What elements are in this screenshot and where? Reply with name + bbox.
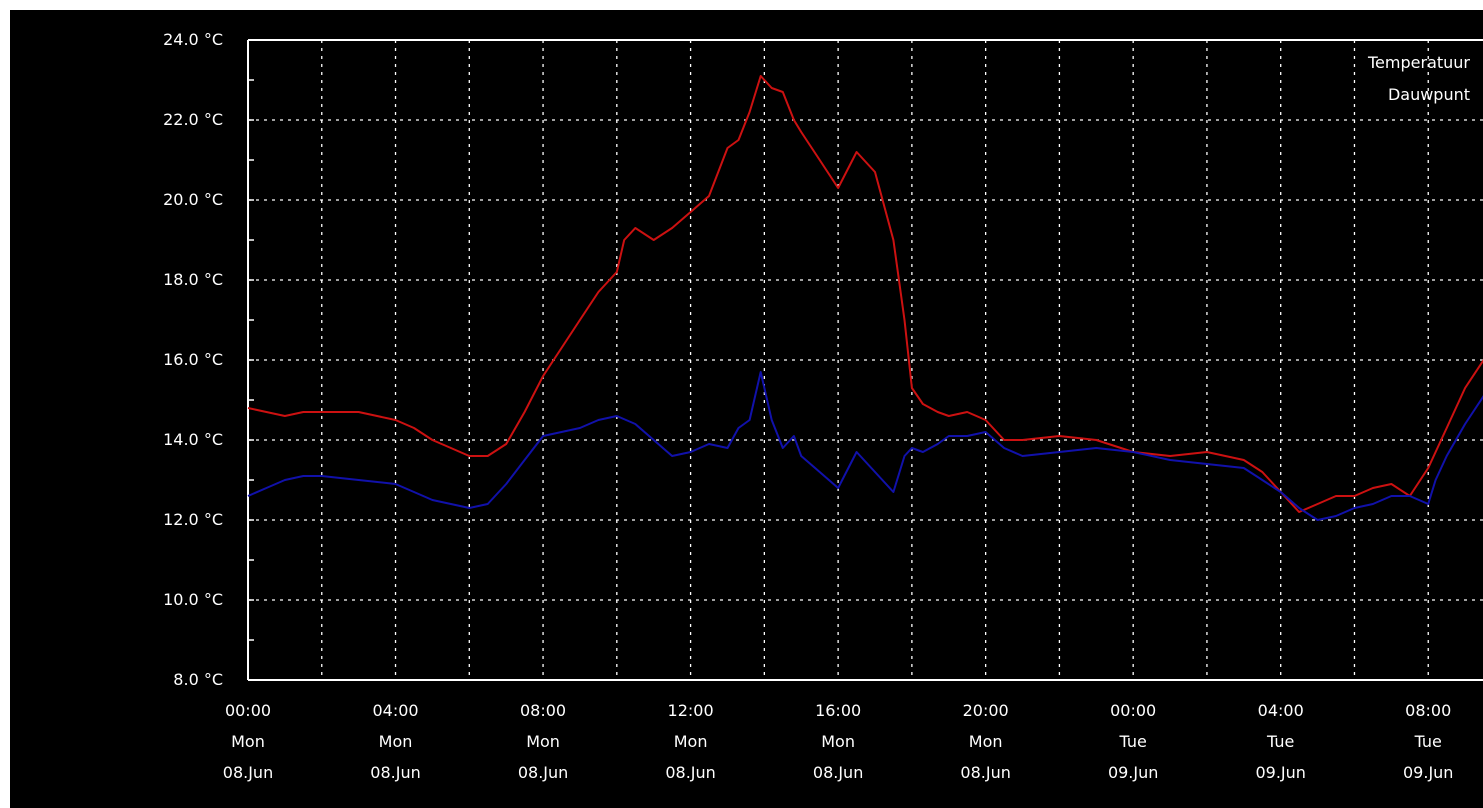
x-tick-label-date: 08.Jun xyxy=(665,763,715,782)
x-tick-label-time: 00:00 xyxy=(225,701,271,720)
x-tick-label-time: 00:00 xyxy=(1110,701,1156,720)
x-tick-label-date: 08.Jun xyxy=(518,763,568,782)
legend-item-temperatuur: Temperatuur xyxy=(1367,53,1470,72)
x-tick-label-time: 04:00 xyxy=(372,701,418,720)
y-tick-label: 10.0 °C xyxy=(163,590,223,609)
y-tick-label: 8.0 °C xyxy=(173,670,223,689)
y-axis-ticks: 24.0 °C 22.0 °C 20.0 °C 18.0 °C 16.0 °C 14.0 … xyxy=(163,30,254,689)
x-tick-label-date: 09.Jun xyxy=(1108,763,1158,782)
y-tick-label: 24.0 °C xyxy=(163,30,223,49)
x-tick-label-day: Mon xyxy=(821,732,855,751)
x-tick-label-time: 04:00 xyxy=(1258,701,1304,720)
x-tick-label-time: 08:00 xyxy=(520,701,566,720)
y-tick-label: 16.0 °C xyxy=(163,350,223,369)
x-tick-label-date: 08.Jun xyxy=(370,763,420,782)
x-axis-ticks: 00:00 Mon 08.Jun 04:00 Mon 08.Jun 08:00 Mon 08.J… xyxy=(223,701,1454,782)
y-tick-label: 22.0 °C xyxy=(163,110,223,129)
x-tick-label-date: 09.Jun xyxy=(1403,763,1453,782)
x-tick-label-date: 08.Jun xyxy=(223,763,273,782)
x-tick-label-day: Mon xyxy=(231,732,265,751)
y-tick-label: 18.0 °C xyxy=(163,270,223,289)
x-tick-label-date: 09.Jun xyxy=(1255,763,1305,782)
x-tick-label-time: 12:00 xyxy=(668,701,714,720)
x-tick-label-time: 08:00 xyxy=(1405,701,1451,720)
x-tick-label-day: Mon xyxy=(674,732,708,751)
y-tick-label: 14.0 °C xyxy=(163,430,223,449)
x-tick-label-day: Mon xyxy=(969,732,1003,751)
x-tick-label-time: 16:00 xyxy=(815,701,861,720)
series-line-temperatuur xyxy=(247,75,1483,513)
x-tick-label-day: Tue xyxy=(1119,732,1147,751)
series-lines xyxy=(247,75,1483,521)
x-tick-label-day: Mon xyxy=(526,732,560,751)
legend-item-dauwpunt: Dauwpunt xyxy=(1388,85,1470,104)
series-line-dauwpunt xyxy=(247,371,1483,521)
x-tick-label-day: Mon xyxy=(379,732,413,751)
x-tick-label-day: Tue xyxy=(1266,732,1294,751)
x-tick-label-time: 20:00 xyxy=(963,701,1009,720)
x-tick-label-day: Tue xyxy=(1414,732,1442,751)
grid-lines xyxy=(248,39,1483,680)
legend: Temperatuur Dauwpunt xyxy=(1367,53,1470,104)
y-tick-label: 20.0 °C xyxy=(163,190,223,209)
y-tick-label: 12.0 °C xyxy=(163,510,223,529)
x-tick-label-date: 08.Jun xyxy=(813,763,863,782)
x-tick-label-date: 08.Jun xyxy=(960,763,1010,782)
